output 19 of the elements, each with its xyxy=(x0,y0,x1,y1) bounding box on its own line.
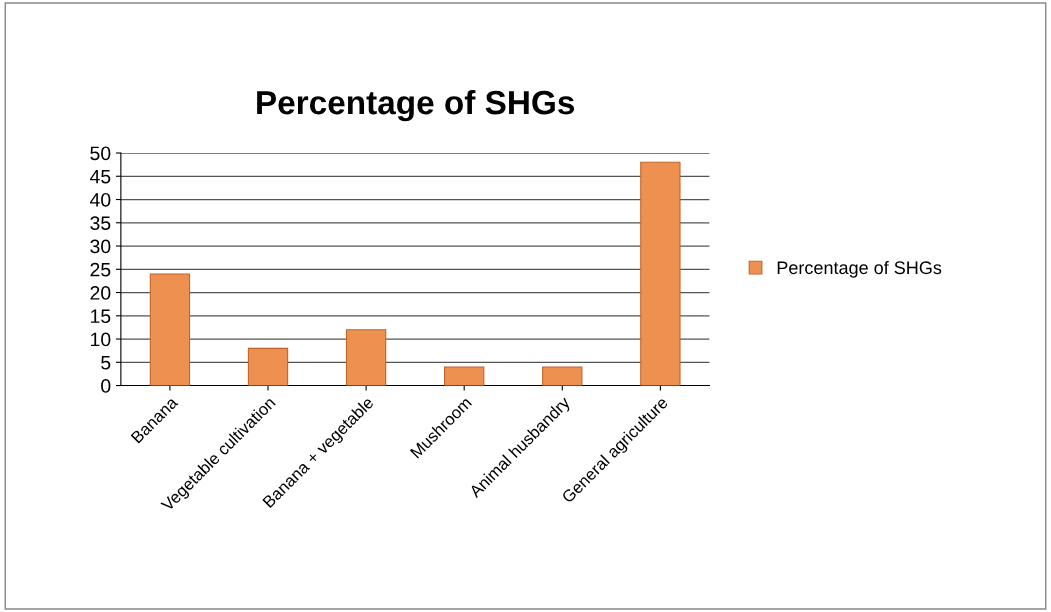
y-tick-label: 40 xyxy=(89,192,111,207)
y-tick-label: 10 xyxy=(91,332,111,347)
legend-label: Percentage of SHGs xyxy=(777,260,942,278)
y-tick-label: 50 xyxy=(90,146,111,161)
y-tick-label: 45 xyxy=(89,169,111,184)
y-tick-label: 20 xyxy=(90,286,111,300)
y-tick-label: 30 xyxy=(90,239,111,254)
y-tick-label: 15 xyxy=(91,309,111,324)
bar xyxy=(542,366,583,386)
y-tick-label: 5 xyxy=(101,355,111,370)
y-tick-label: 35 xyxy=(90,216,111,230)
bar xyxy=(149,273,191,386)
bar xyxy=(345,329,387,386)
y-tick-label: 25 xyxy=(90,262,111,277)
y-tick-label: 0 xyxy=(101,379,111,393)
bar xyxy=(444,366,485,386)
bar xyxy=(640,161,681,386)
chart-title: Percentage of SHGs xyxy=(257,89,575,122)
bar xyxy=(247,347,289,386)
